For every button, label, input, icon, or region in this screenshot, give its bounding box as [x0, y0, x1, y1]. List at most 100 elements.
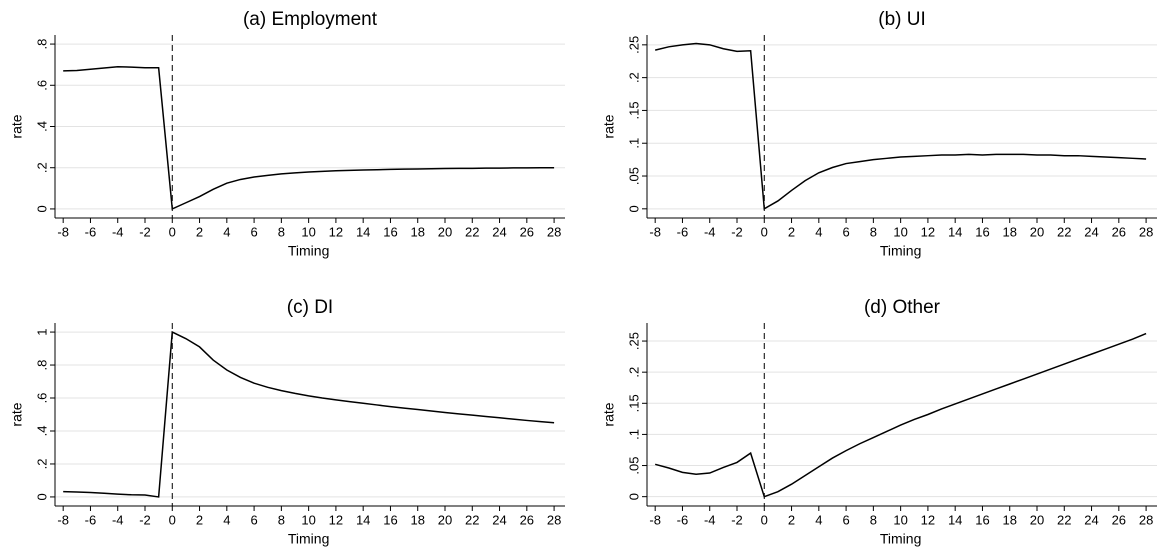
- y-tick-label: .2: [626, 367, 641, 378]
- y-tick-label: .2: [626, 72, 641, 83]
- x-tick-label: 24: [492, 512, 506, 527]
- y-tick-label: .15: [626, 101, 641, 119]
- data-line: [655, 42, 1147, 211]
- x-tick-label: 12: [329, 512, 343, 527]
- x-tick-label: 16: [975, 224, 989, 239]
- x-tick-label: -6: [677, 224, 689, 239]
- y-axis-label: rate: [9, 114, 25, 138]
- x-axis-label: Timing: [288, 243, 330, 259]
- y-tick-label: .05: [626, 457, 641, 475]
- y-tick-label: 0: [34, 493, 49, 500]
- x-tick-label: 18: [1002, 512, 1016, 527]
- x-axis-label: Timing: [288, 531, 330, 547]
- y-tick-label: .25: [626, 36, 641, 54]
- y-axis-label: rate: [601, 114, 617, 138]
- x-tick-label: 22: [465, 224, 479, 239]
- data-line: [654, 332, 1147, 498]
- x-tick-label: -6: [85, 512, 97, 527]
- x-tick-label: 18: [1002, 224, 1016, 239]
- data-line: [63, 65, 555, 211]
- x-tick-label: 26: [520, 512, 534, 527]
- x-tick-label: 4: [223, 512, 230, 527]
- x-tick-label: 6: [250, 512, 257, 527]
- panel-title: (c) DI: [287, 297, 333, 318]
- y-tick-label: 1: [34, 328, 49, 335]
- x-tick-label: 14: [948, 224, 962, 239]
- x-tick-label: -4: [704, 224, 716, 239]
- panel-title: (d) Other: [864, 297, 941, 318]
- x-tick-label: 16: [383, 512, 397, 527]
- x-tick-label: 20: [438, 224, 452, 239]
- x-tick-label: -2: [731, 512, 743, 527]
- x-tick-label: 4: [815, 512, 822, 527]
- x-tick-label: 10: [893, 512, 907, 527]
- x-tick-label: 2: [196, 224, 203, 239]
- x-tick-label: 24: [492, 224, 506, 239]
- x-tick-label: 26: [1112, 512, 1126, 527]
- x-tick-label: 8: [870, 224, 877, 239]
- y-tick-label: .4: [34, 121, 49, 132]
- x-tick-label: -8: [57, 512, 69, 527]
- x-tick-label: 0: [169, 512, 176, 527]
- x-tick-label: 20: [1030, 224, 1044, 239]
- panel-title: (a) Employment: [243, 9, 378, 30]
- x-tick-label: 0: [761, 512, 768, 527]
- x-tick-label: 12: [329, 224, 343, 239]
- y-tick-label: .2: [34, 459, 49, 470]
- y-tick-label: 0: [626, 205, 641, 212]
- x-axis-label: Timing: [880, 531, 922, 547]
- x-tick-label: 28: [1139, 512, 1153, 527]
- x-tick-label: -8: [57, 224, 69, 239]
- x-tick-label: 6: [842, 224, 849, 239]
- x-tick-label: 8: [870, 512, 877, 527]
- y-axis-label: rate: [9, 402, 25, 426]
- x-tick-label: 0: [761, 224, 768, 239]
- x-tick-label: -4: [112, 512, 124, 527]
- x-tick-label: 2: [788, 512, 795, 527]
- panel-title: (b) UI: [878, 9, 926, 30]
- x-tick-label: 28: [547, 512, 561, 527]
- x-tick-label: 18: [410, 512, 424, 527]
- x-tick-label: 20: [1030, 512, 1044, 527]
- x-tick-label: 10: [893, 224, 907, 239]
- x-tick-label: 6: [250, 224, 257, 239]
- x-tick-label: 22: [1057, 512, 1071, 527]
- x-tick-label: 24: [1084, 224, 1098, 239]
- y-tick-label: .25: [626, 332, 641, 350]
- x-tick-label: -4: [112, 224, 124, 239]
- x-tick-label: 4: [223, 224, 230, 239]
- x-tick-label: 12: [921, 512, 935, 527]
- y-tick-label: .6: [34, 80, 49, 91]
- x-tick-label: 10: [301, 512, 315, 527]
- x-tick-label: 2: [788, 224, 795, 239]
- x-tick-label: 22: [465, 512, 479, 527]
- y-tick-label: .1: [626, 429, 641, 440]
- y-tick-label: .4: [34, 426, 49, 437]
- x-tick-label: 14: [356, 512, 370, 527]
- y-tick-label: .8: [34, 360, 49, 371]
- y-tick-label: .05: [626, 167, 641, 185]
- x-tick-label: 12: [921, 224, 935, 239]
- y-tick-label: .1: [626, 138, 641, 149]
- data-line: [63, 330, 555, 498]
- y-tick-label: .8: [34, 39, 49, 50]
- y-axis-label: rate: [601, 402, 617, 426]
- x-tick-label: -6: [85, 224, 97, 239]
- x-tick-label: 0: [169, 224, 176, 239]
- x-tick-label: -8: [649, 512, 661, 527]
- x-tick-label: 14: [948, 512, 962, 527]
- x-tick-label: 10: [301, 224, 315, 239]
- y-tick-label: 0: [34, 205, 49, 212]
- x-tick-label: 2: [196, 512, 203, 527]
- x-tick-label: 14: [356, 224, 370, 239]
- x-tick-label: 4: [815, 224, 822, 239]
- x-tick-label: -2: [731, 224, 743, 239]
- x-tick-label: -4: [704, 512, 716, 527]
- x-axis-label: Timing: [880, 243, 922, 259]
- x-tick-label: 28: [1139, 224, 1153, 239]
- y-tick-label: .6: [34, 393, 49, 404]
- x-tick-label: 24: [1084, 512, 1098, 527]
- x-tick-label: 18: [410, 224, 424, 239]
